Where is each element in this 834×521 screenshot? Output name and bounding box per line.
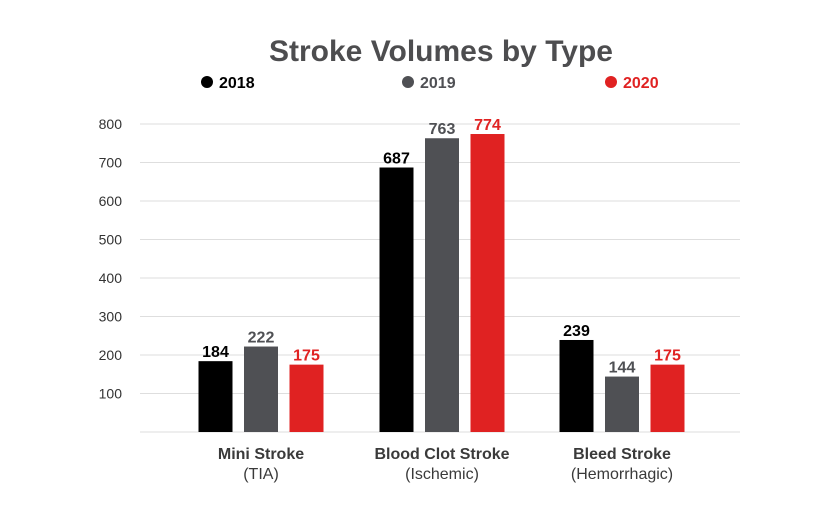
bar-2020-1	[470, 134, 505, 432]
y-axis-ticks: 100 200 300 400 500 600 700 800	[99, 116, 123, 402]
bar-2018-0	[198, 361, 233, 432]
bar-value-label: 239	[563, 323, 590, 340]
category-label: Bleed Stroke	[573, 446, 671, 463]
legend-marker-2019	[402, 76, 414, 88]
bar-2020-2	[650, 364, 685, 432]
legend-marker-2018	[201, 76, 213, 88]
legend-marker-2020	[605, 76, 617, 88]
y-tick-label: 700	[99, 155, 123, 171]
legend-label: 2019	[420, 75, 456, 92]
bar-2020-0	[289, 364, 324, 432]
bar-value-label: 175	[654, 348, 681, 365]
y-tick-label: 600	[99, 193, 123, 209]
bar-2019-0	[244, 346, 278, 432]
bar-value-label: 184	[202, 344, 229, 361]
bar-value-label: 687	[383, 151, 410, 168]
bar-2019-2	[605, 376, 639, 432]
bar-2018-1	[379, 167, 414, 432]
bar-value-labels: 184 222 175 687 763 774 239 144 175	[202, 117, 681, 377]
y-tick-label: 200	[99, 347, 123, 363]
bar-2018-2	[559, 339, 594, 432]
y-tick-label: 800	[99, 116, 123, 132]
category-sublabel: (Hemorrhagic)	[571, 466, 673, 483]
bar-value-label: 144	[609, 360, 636, 377]
category-labels: Mini Stroke (TIA) Blood Clot Stroke (Ischem…	[218, 446, 673, 483]
bar-2019-1	[425, 138, 459, 432]
legend-label: 2018	[219, 75, 255, 92]
bars	[198, 134, 685, 432]
bar-value-label: 222	[248, 330, 275, 347]
bar-value-label: 763	[429, 121, 456, 138]
y-tick-label: 100	[99, 386, 123, 402]
chart-title: Stroke Volumes by Type	[269, 35, 613, 68]
bar-value-label: 175	[293, 348, 320, 365]
y-tick-label: 400	[99, 270, 123, 286]
y-tick-label: 500	[99, 232, 123, 248]
bar-value-label: 774	[474, 117, 501, 134]
category-label: Mini Stroke	[218, 446, 304, 463]
category-label: Blood Clot Stroke	[374, 446, 509, 463]
category-sublabel: (Ischemic)	[405, 466, 479, 483]
legend-label: 2020	[623, 75, 659, 92]
legend: 2018 2019 2020	[201, 75, 659, 92]
y-tick-label: 300	[99, 309, 123, 325]
category-sublabel: (TIA)	[243, 466, 279, 483]
